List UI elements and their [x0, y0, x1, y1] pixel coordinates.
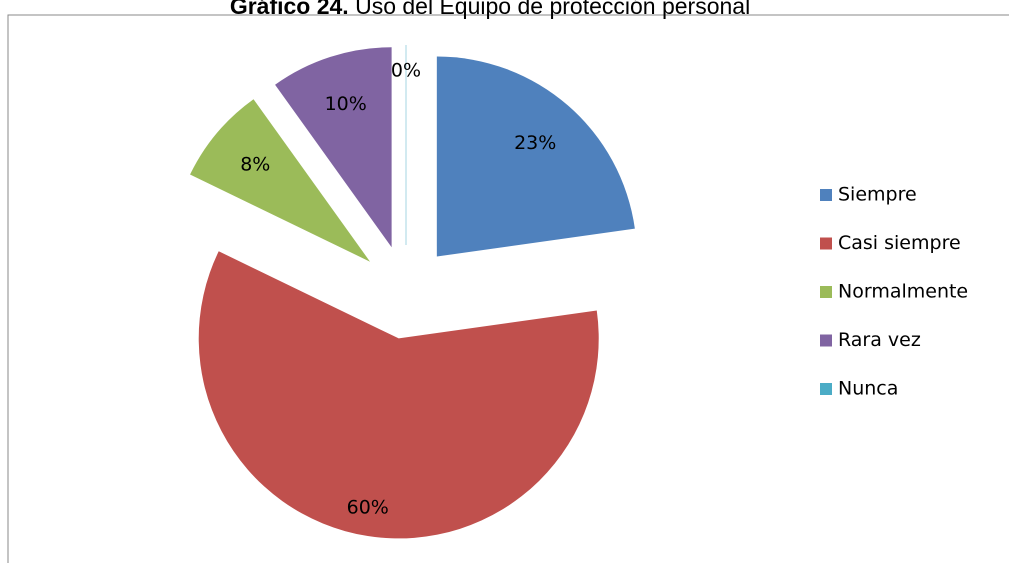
pie-slice	[198, 251, 599, 539]
data-label: 23%	[514, 132, 556, 154]
data-label: 60%	[347, 497, 389, 519]
legend-label: Nunca	[838, 378, 898, 400]
title-text: Uso del Equipo de protección personal	[355, 0, 750, 19]
legend-label: Rara vez	[838, 329, 921, 351]
legend-swatch	[820, 189, 832, 201]
chart-title: Gráfico 24. Uso del Equipo de protección…	[230, 0, 750, 19]
legend-label: Siempre	[838, 184, 917, 206]
data-label: 0%	[391, 60, 421, 82]
pie-slice	[190, 99, 371, 262]
data-label: 10%	[325, 93, 367, 115]
legend-swatch	[820, 334, 832, 347]
legend-label: Normalmente	[838, 281, 968, 303]
pie-slice	[436, 56, 635, 257]
legend-swatch	[820, 383, 832, 395]
chart-frame	[7, 14, 1009, 563]
title-prefix: Gráfico 24.	[230, 0, 349, 19]
data-label: 8%	[240, 154, 270, 176]
pie-slice	[275, 47, 392, 248]
legend-swatch	[820, 237, 832, 250]
legend-swatch	[820, 286, 832, 298]
legend-label: Casi siempre	[838, 232, 961, 254]
